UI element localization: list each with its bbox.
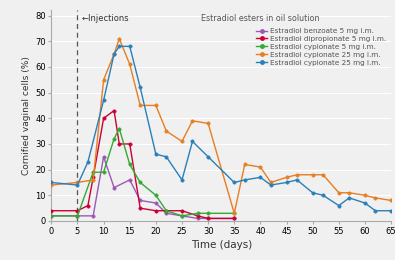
Legend: Estradiol benzoate 5 mg i.m., Estradiol dipropionate 5 mg i.m., Estradiol cypion: Estradiol benzoate 5 mg i.m., Estradiol … (255, 27, 387, 67)
Y-axis label: Cornified vaginal cells (%): Cornified vaginal cells (%) (22, 56, 31, 175)
Text: ←Injections: ←Injections (82, 14, 129, 23)
Text: Estradiol esters in oil solution: Estradiol esters in oil solution (201, 14, 319, 23)
X-axis label: Time (days): Time (days) (190, 240, 252, 250)
